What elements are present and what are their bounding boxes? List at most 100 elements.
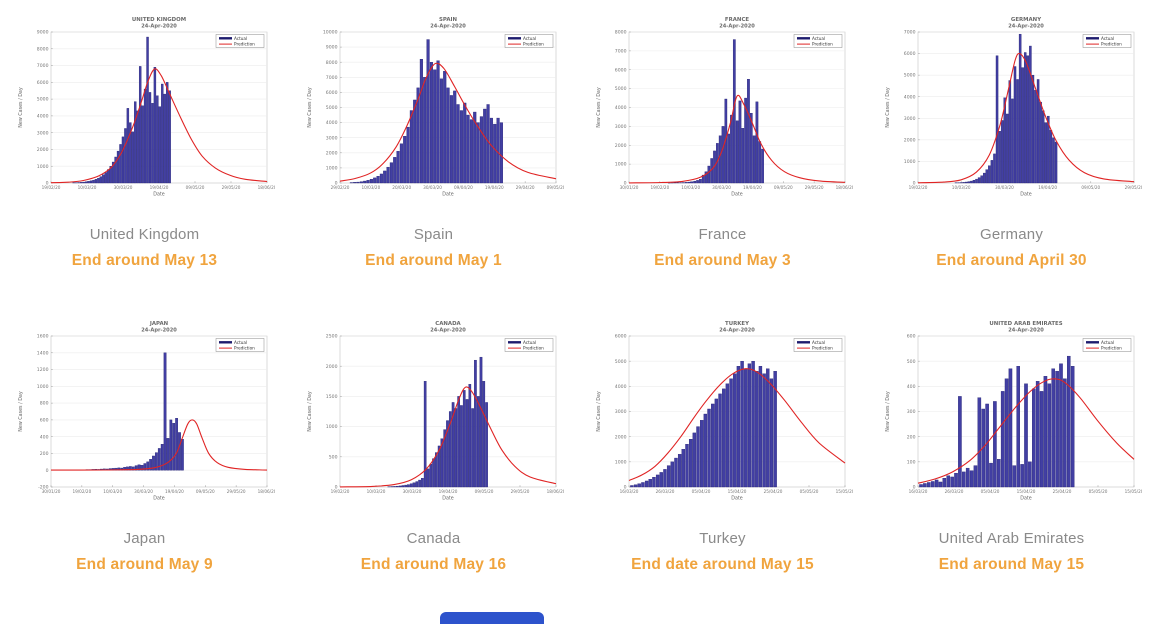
chart-title: TURKEY bbox=[725, 321, 749, 327]
svg-text:1000: 1000 bbox=[36, 384, 48, 390]
svg-text:4000: 4000 bbox=[36, 113, 48, 119]
svg-text:25/04/20: 25/04/20 bbox=[763, 489, 782, 494]
x-axis-label: Date bbox=[1020, 496, 1032, 502]
svg-text:1500: 1500 bbox=[325, 394, 337, 400]
svg-text:Prediction: Prediction bbox=[523, 42, 544, 47]
x-axis-label: Date bbox=[153, 496, 165, 502]
end-date-label: End date around May 15 bbox=[631, 556, 814, 574]
svg-text:500: 500 bbox=[328, 454, 337, 460]
country-caption: Turkey bbox=[699, 530, 746, 547]
svg-text:2000: 2000 bbox=[614, 434, 626, 440]
svg-text:Prediction: Prediction bbox=[812, 42, 833, 47]
svg-text:1000: 1000 bbox=[903, 159, 915, 165]
svg-text:Prediction: Prediction bbox=[523, 346, 544, 351]
covid-chart-japan: -2000200400600800100012001400160030/01/2… bbox=[15, 316, 275, 514]
svg-text:15/05/20: 15/05/20 bbox=[835, 489, 852, 494]
country-caption: United Kingdom bbox=[90, 226, 200, 243]
svg-text:4000: 4000 bbox=[903, 94, 915, 100]
svg-text:30/03/20: 30/03/20 bbox=[134, 489, 153, 494]
svg-text:Actual: Actual bbox=[812, 36, 825, 41]
svg-text:Actual: Actual bbox=[1101, 36, 1114, 41]
svg-text:30/03/20: 30/03/20 bbox=[423, 185, 442, 190]
svg-text:30/01/20: 30/01/20 bbox=[619, 185, 638, 190]
svg-text:05/05/20: 05/05/20 bbox=[799, 489, 818, 494]
svg-text:30/03/20: 30/03/20 bbox=[113, 185, 132, 190]
svg-text:9000: 9000 bbox=[325, 45, 337, 51]
svg-text:05/04/20: 05/04/20 bbox=[691, 489, 710, 494]
svg-text:15/05/20: 15/05/20 bbox=[1124, 489, 1141, 494]
svg-text:6000: 6000 bbox=[614, 334, 626, 340]
svg-text:26/03/20: 26/03/20 bbox=[944, 489, 963, 494]
svg-text:600: 600 bbox=[906, 334, 915, 340]
end-date-label: End around May 3 bbox=[654, 252, 791, 270]
svg-text:10/03/20: 10/03/20 bbox=[681, 185, 700, 190]
svg-text:2500: 2500 bbox=[325, 334, 337, 340]
svg-text:2000: 2000 bbox=[903, 137, 915, 143]
bottom-partial-element[interactable] bbox=[440, 612, 544, 624]
y-axis-label: New Cases / Day bbox=[307, 391, 313, 432]
country-caption: Spain bbox=[414, 226, 453, 243]
svg-text:29/02/20: 29/02/20 bbox=[330, 185, 349, 190]
covid-chart-spain: 0100020003000400050006000700080009000100… bbox=[304, 12, 564, 210]
svg-text:7000: 7000 bbox=[36, 63, 48, 69]
end-date-label: End around May 1 bbox=[365, 252, 502, 270]
svg-text:Actual: Actual bbox=[234, 340, 247, 345]
svg-text:6000: 6000 bbox=[903, 51, 915, 57]
svg-text:Actual: Actual bbox=[523, 340, 536, 345]
chart-title: UNITED ARAB EMIRATES bbox=[989, 321, 1062, 327]
x-axis-label: Date bbox=[1020, 192, 1032, 198]
svg-text:30/03/20: 30/03/20 bbox=[402, 489, 421, 494]
chart-subtitle-date: 24-Apr-2020 bbox=[430, 24, 466, 30]
chart-subtitle-date: 24-Apr-2020 bbox=[719, 328, 755, 334]
svg-text:3000: 3000 bbox=[36, 130, 48, 136]
svg-text:29/05/20: 29/05/20 bbox=[804, 185, 823, 190]
svg-text:09/04/20: 09/04/20 bbox=[454, 185, 473, 190]
end-date-label: End around May 16 bbox=[361, 556, 507, 574]
svg-text:19/04/20: 19/04/20 bbox=[165, 489, 184, 494]
svg-text:7000: 7000 bbox=[325, 75, 337, 81]
svg-text:19/04/20: 19/04/20 bbox=[1038, 185, 1057, 190]
svg-text:1400: 1400 bbox=[36, 350, 48, 356]
svg-text:25/04/20: 25/04/20 bbox=[1052, 489, 1071, 494]
svg-text:09/05/20: 09/05/20 bbox=[185, 185, 204, 190]
svg-text:5000: 5000 bbox=[614, 86, 626, 92]
svg-text:1200: 1200 bbox=[36, 367, 48, 373]
y-axis-label: New Cases / Day bbox=[596, 391, 602, 432]
svg-text:10/03/20: 10/03/20 bbox=[77, 185, 96, 190]
covid-chart-united-kingdom: 010002000300040005000600070008000900019/… bbox=[15, 12, 275, 210]
svg-text:5000: 5000 bbox=[36, 97, 48, 103]
svg-text:19/02/20: 19/02/20 bbox=[650, 185, 669, 190]
chart-title: SPAIN bbox=[438, 17, 457, 23]
svg-text:600: 600 bbox=[39, 417, 48, 423]
end-date-label: End around May 13 bbox=[72, 252, 218, 270]
svg-text:200: 200 bbox=[906, 434, 915, 440]
svg-text:30/03/20: 30/03/20 bbox=[712, 185, 731, 190]
y-axis-label: New Cases / Day bbox=[885, 391, 891, 432]
svg-text:4000: 4000 bbox=[325, 120, 337, 126]
svg-text:1000: 1000 bbox=[614, 162, 626, 168]
svg-text:19/02/20: 19/02/20 bbox=[330, 489, 349, 494]
end-date-label: End around April 30 bbox=[936, 252, 1087, 270]
svg-text:9000: 9000 bbox=[36, 30, 48, 36]
svg-text:10/03/20: 10/03/20 bbox=[103, 489, 122, 494]
svg-text:0: 0 bbox=[45, 468, 48, 474]
svg-text:16/03/20: 16/03/20 bbox=[619, 489, 638, 494]
svg-text:26/03/20: 26/03/20 bbox=[655, 489, 674, 494]
svg-text:10/03/20: 10/03/20 bbox=[361, 185, 380, 190]
svg-text:19/04/20: 19/04/20 bbox=[484, 185, 503, 190]
svg-text:10/03/20: 10/03/20 bbox=[951, 185, 970, 190]
svg-text:6000: 6000 bbox=[325, 90, 337, 96]
svg-text:19/02/20: 19/02/20 bbox=[72, 489, 91, 494]
svg-text:1000: 1000 bbox=[36, 164, 48, 170]
svg-text:15/04/20: 15/04/20 bbox=[727, 489, 746, 494]
chart-title: FRANCE bbox=[724, 17, 748, 23]
svg-text:30/01/20: 30/01/20 bbox=[41, 489, 60, 494]
